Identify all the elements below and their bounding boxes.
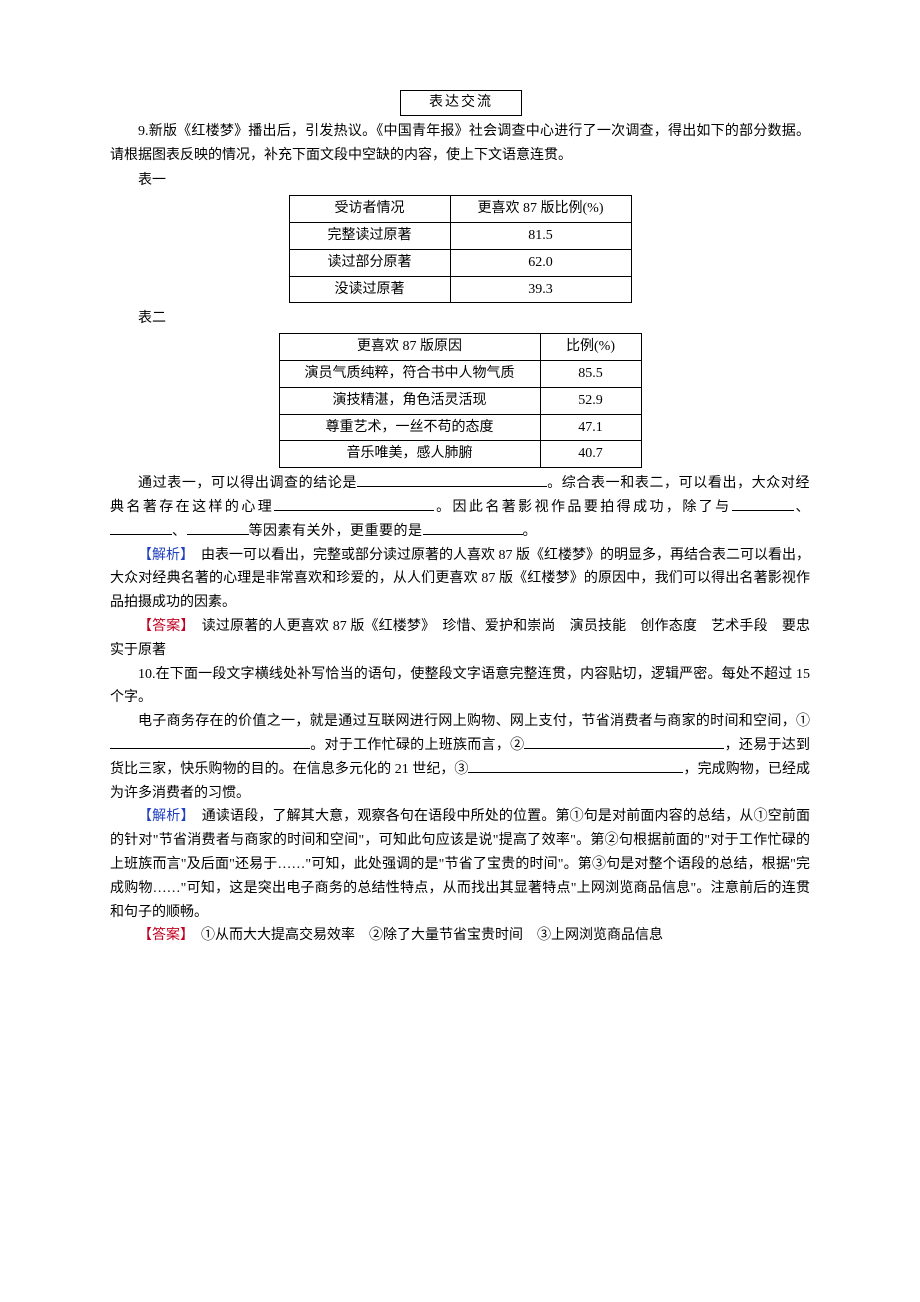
answer-label: 【答案】 (138, 928, 187, 943)
analysis-label: 【解析】 (138, 548, 187, 563)
q9-answer: 【答案】 读过原著的人更喜欢 87 版《红楼梦》 珍惜、爱护和崇尚 演员技能 创… (110, 615, 810, 663)
analysis-label: 【解析】 (138, 809, 188, 824)
blank (524, 734, 724, 749)
q9-number: 9. (138, 124, 149, 139)
table1-h0: 受访者情况 (289, 196, 450, 223)
table1-label: 表一 (110, 169, 810, 193)
table2: 更喜欢 87 版原因 比例(%) 演员气质纯粹，符合书中人物气质 85.5 演技… (279, 333, 642, 468)
q9-f1a: 通过表一，可以得出调查的结论是 (138, 476, 357, 491)
section-title-box: 表达交流 (400, 90, 522, 116)
t2-r0c0: 演员气质纯粹，符合书中人物气质 (279, 360, 540, 387)
t2-r1c1: 52.9 (540, 387, 641, 414)
q9-fill-paragraph: 通过表一，可以得出调查的结论是。综合表一和表二，可以看出，大众对经典名著存在这样… (110, 472, 810, 543)
q9-f1e: 。 (523, 524, 538, 539)
t1-r1c0: 读过部分原著 (289, 249, 450, 276)
table-row: 演技精湛，角色活灵活现 52.9 (279, 387, 641, 414)
t1-r2c0: 没读过原著 (289, 276, 450, 303)
table-row: 音乐唯美，感人肺腑 40.7 (279, 441, 641, 468)
table-row: 尊重艺术，一丝不苟的态度 47.1 (279, 414, 641, 441)
q10-a: 电子商务存在的价值之一，就是通过互联网进行网上购物、网上支付，节省消费者与商家的… (138, 714, 810, 729)
blank (468, 758, 683, 773)
q10-body: 电子商务存在的价值之一，就是通过互联网进行网上购物、网上支付，节省消费者与商家的… (110, 710, 810, 805)
t2-r2c0: 尊重艺术，一丝不苟的态度 (279, 414, 540, 441)
table-row: 读过部分原著 62.0 (289, 249, 631, 276)
answer-label: 【答案】 (138, 619, 188, 634)
table-row: 演员气质纯粹，符合书中人物气质 85.5 (279, 360, 641, 387)
table2-h1: 比例(%) (540, 334, 641, 361)
t2-r1c0: 演技精湛，角色活灵活现 (279, 387, 540, 414)
t2-r2c1: 47.1 (540, 414, 641, 441)
t1-r2c1: 39.3 (450, 276, 631, 303)
table-row: 完整读过原著 81.5 (289, 222, 631, 249)
q10-intro: 10.在下面一段文字横线处补写恰当的语句，使整段文字语意完整连贯，内容贴切，逻辑… (110, 663, 810, 711)
blank (110, 734, 310, 749)
q10-answer-text: ①从而大大提高交易效率 ②除了大量节省宝贵时间 ③上网浏览商品信息 (187, 928, 663, 943)
q9-answer-text: 读过原著的人更喜欢 87 版《红楼梦》 珍惜、爱护和崇尚 演员技能 创作态度 艺… (110, 619, 810, 658)
t2-r3c0: 音乐唯美，感人肺腑 (279, 441, 540, 468)
q10-answer: 【答案】 ①从而大大提高交易效率 ②除了大量节省宝贵时间 ③上网浏览商品信息 (110, 924, 810, 948)
blank (187, 520, 249, 535)
t2-r0c1: 85.5 (540, 360, 641, 387)
q10-analysis: 【解析】 通读语段，了解其大意，观察各句在语段中所处的位置。第①句是对前面内容的… (110, 805, 810, 924)
blank (732, 496, 794, 511)
blank (357, 472, 547, 487)
table-header-row: 更喜欢 87 版原因 比例(%) (279, 334, 641, 361)
q9-f1d: 等因素有关外，更重要的是 (249, 524, 423, 539)
q9-analysis: 【解析】 由表一可以看出，完整或部分读过原著的人喜欢 87 版《红楼梦》的明显多… (110, 544, 810, 615)
q9-intro-text: 新版《红楼梦》播出后，引发热议。《中国青年报》社会调查中心进行了一次调查，得出如… (110, 124, 810, 163)
table-header-row: 受访者情况 更喜欢 87 版比例(%) (289, 196, 631, 223)
blank (423, 520, 523, 535)
sep2: 、 (172, 524, 187, 539)
q10-b: 。对于工作忙碌的上班族而言，② (310, 738, 524, 753)
sep1: 、 (794, 500, 810, 515)
table2-h0: 更喜欢 87 版原因 (279, 334, 540, 361)
t2-r3c1: 40.7 (540, 441, 641, 468)
table2-label: 表二 (110, 307, 810, 331)
table1: 受访者情况 更喜欢 87 版比例(%) 完整读过原著 81.5 读过部分原著 6… (289, 195, 632, 303)
q10-number: 10. (138, 667, 156, 682)
t1-r0c0: 完整读过原著 (289, 222, 450, 249)
section-title: 表达交流 (429, 95, 493, 110)
t1-r0c1: 81.5 (450, 222, 631, 249)
table1-h1: 更喜欢 87 版比例(%) (450, 196, 631, 223)
q10-intro-text: 在下面一段文字横线处补写恰当的语句，使整段文字语意完整连贯，内容贴切，逻辑严密。… (110, 667, 810, 706)
q9-f1c: 。因此名著影视作品要拍得成功，除了与 (434, 500, 731, 515)
blank (274, 496, 434, 511)
blank (110, 520, 172, 535)
q10-analysis-text: 通读语段，了解其大意，观察各句在语段中所处的位置。第①句是对前面内容的总结，从①… (110, 809, 810, 919)
q9-intro: 9.新版《红楼梦》播出后，引发热议。《中国青年报》社会调查中心进行了一次调查，得… (110, 120, 810, 168)
table-row: 没读过原著 39.3 (289, 276, 631, 303)
q9-analysis-text: 由表一可以看出，完整或部分读过原著的人喜欢 87 版《红楼梦》的明显多，再结合表… (110, 548, 810, 611)
t1-r1c1: 62.0 (450, 249, 631, 276)
